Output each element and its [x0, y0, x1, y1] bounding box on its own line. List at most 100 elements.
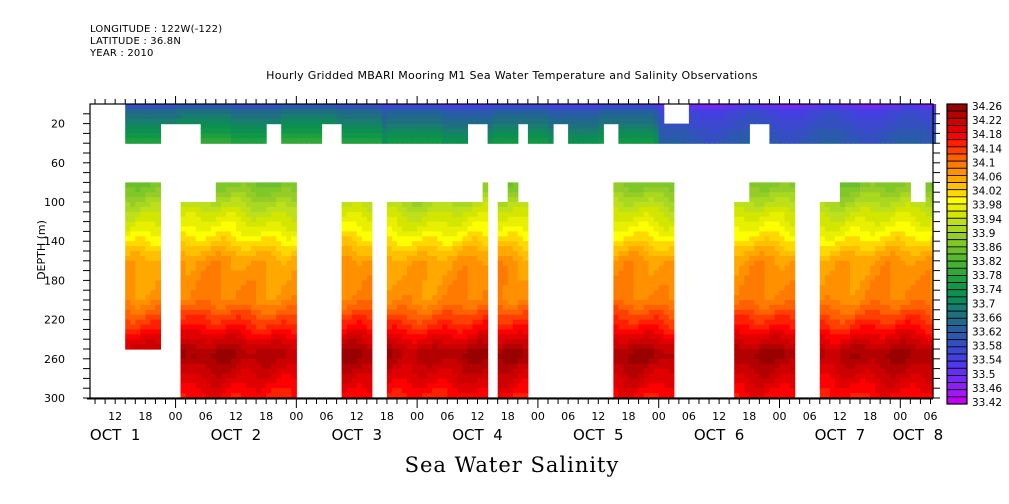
field-cell — [230, 241, 237, 247]
field-cell — [351, 216, 358, 223]
field-cell — [190, 251, 197, 257]
field-cell — [220, 138, 227, 144]
field-cell — [150, 123, 156, 130]
field-cell — [351, 324, 358, 330]
field-cell — [230, 255, 237, 262]
field-cell — [890, 358, 896, 365]
field-cell — [341, 368, 348, 375]
field-cell — [885, 275, 891, 281]
field-cell — [215, 373, 222, 379]
field-cell — [432, 344, 438, 350]
field-cell — [225, 358, 232, 365]
field-cell — [150, 138, 156, 144]
field-cell — [341, 128, 348, 134]
field-cell — [366, 108, 373, 115]
field-cell — [653, 334, 660, 340]
field-cell — [412, 123, 418, 130]
field-cell — [653, 363, 660, 370]
field-cell — [341, 319, 348, 326]
field-cell — [135, 290, 141, 296]
field-cell — [241, 123, 247, 130]
field-cell — [512, 255, 519, 262]
field-cell — [749, 255, 755, 262]
field-cell — [844, 251, 851, 257]
field-cell — [829, 290, 836, 296]
field-cell — [628, 202, 635, 208]
field-cell — [281, 314, 287, 321]
field-cell — [910, 270, 916, 277]
field-cell — [467, 373, 474, 379]
field-cell — [246, 206, 252, 213]
field-cell — [663, 275, 670, 281]
field-cell — [860, 182, 866, 188]
field-cell — [160, 108, 167, 115]
field-cell — [442, 285, 448, 291]
field-cell — [819, 373, 826, 379]
field-cell — [749, 192, 755, 198]
field-cell — [135, 236, 141, 242]
field-cell — [180, 202, 187, 208]
field-cell — [291, 133, 297, 139]
field-cell — [437, 265, 443, 272]
field-cell — [522, 373, 529, 379]
field-cell — [457, 378, 463, 384]
field-cell — [623, 211, 630, 218]
field-cell — [301, 138, 307, 144]
field-cell — [895, 349, 901, 355]
field-cell — [200, 246, 207, 252]
field-cell — [220, 275, 227, 281]
field-cell — [261, 353, 267, 360]
field-cell — [885, 349, 891, 355]
field-cell — [467, 295, 474, 301]
field-cell — [517, 246, 524, 252]
field-cell — [417, 270, 423, 277]
field-cell — [784, 226, 791, 232]
field-cell — [402, 118, 408, 125]
field-cell — [276, 260, 282, 267]
field-cell — [643, 246, 650, 252]
field-cell — [789, 251, 796, 257]
field-cell — [648, 314, 655, 321]
field-cell — [276, 314, 282, 321]
field-cell — [618, 324, 624, 330]
field-cell — [477, 236, 484, 242]
field-cell — [824, 246, 831, 252]
field-cell — [653, 187, 660, 193]
field-cell — [779, 368, 786, 375]
field-cell — [855, 270, 861, 277]
field-cell — [467, 358, 474, 365]
field-cell — [346, 373, 353, 379]
field-cell — [246, 251, 252, 257]
field-cell — [925, 246, 932, 252]
field-cell — [457, 226, 463, 232]
field-cell — [668, 290, 675, 296]
field-cell — [824, 221, 831, 228]
field-cell — [241, 349, 247, 355]
field-cell — [658, 363, 665, 370]
field-cell — [276, 368, 282, 375]
field-cell — [356, 118, 363, 125]
field-cell — [195, 309, 202, 316]
field-cell — [225, 211, 232, 218]
field-cell — [135, 314, 141, 321]
field-cell — [628, 329, 635, 335]
field-cell — [930, 270, 934, 277]
field-cell — [870, 216, 876, 223]
field-cell — [256, 290, 262, 296]
field-cell — [422, 304, 428, 311]
field-cell — [865, 187, 871, 193]
surface-layer — [125, 104, 937, 144]
field-cell — [839, 275, 846, 281]
field-cell — [230, 295, 237, 301]
field-cell — [633, 368, 640, 375]
field-cell — [653, 368, 660, 375]
field-cell — [895, 226, 901, 232]
field-cell — [774, 260, 781, 267]
field-cell — [834, 304, 841, 311]
field-cell — [225, 108, 232, 115]
field-cell — [860, 270, 866, 277]
field-cell — [351, 378, 358, 384]
field-cell — [633, 192, 640, 198]
field-cell — [658, 251, 665, 257]
field-cell — [895, 344, 901, 350]
